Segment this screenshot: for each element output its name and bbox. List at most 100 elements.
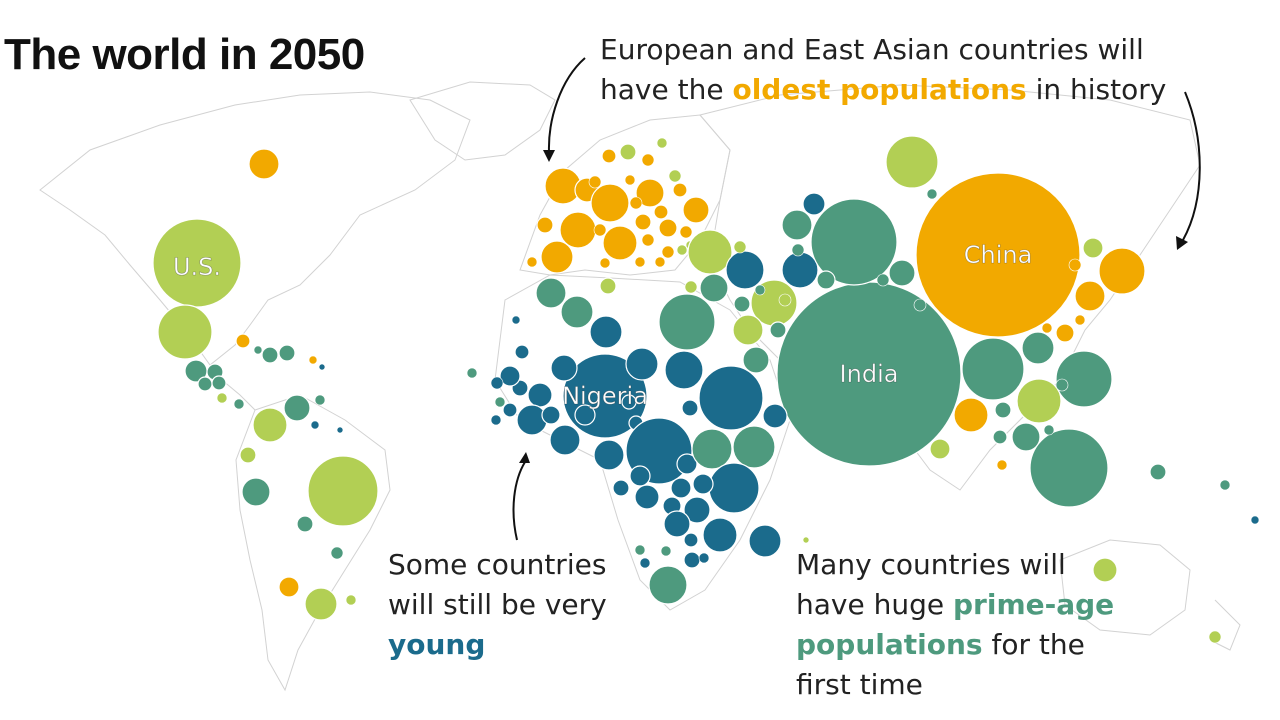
country-bubble bbox=[1055, 378, 1069, 392]
country-bubble bbox=[599, 257, 611, 269]
country-bubbles bbox=[152, 135, 1260, 644]
country-bubble bbox=[732, 314, 764, 346]
highlight-populations: populations bbox=[796, 628, 983, 661]
country-bubble bbox=[152, 218, 242, 308]
country-bubble bbox=[683, 532, 699, 548]
country-bubble bbox=[692, 473, 714, 495]
country-bubble bbox=[1068, 258, 1082, 272]
country-bubble bbox=[1016, 378, 1062, 424]
country-bubble bbox=[725, 250, 765, 290]
country-bubble bbox=[345, 594, 357, 606]
country-bubble bbox=[318, 363, 326, 371]
country-bubble bbox=[239, 446, 257, 464]
country-bubble bbox=[296, 515, 314, 533]
country-bubble bbox=[593, 439, 625, 471]
country-bubble bbox=[1021, 331, 1055, 365]
country-bubble bbox=[540, 240, 574, 274]
country-bubble bbox=[681, 399, 699, 417]
country-bubble bbox=[535, 277, 567, 309]
country-bubble bbox=[574, 404, 596, 426]
country-bubble bbox=[248, 148, 280, 180]
highlight-young: young bbox=[388, 628, 486, 661]
country-bubble bbox=[670, 477, 692, 499]
country-bubble bbox=[499, 365, 521, 387]
country-bubble bbox=[802, 536, 810, 544]
arrow-head-africa bbox=[519, 452, 530, 463]
country-bubble bbox=[888, 259, 916, 287]
label-india: India bbox=[840, 360, 899, 388]
country-bubble bbox=[602, 225, 638, 261]
country-bubble bbox=[549, 424, 581, 456]
country-bubble bbox=[802, 192, 826, 216]
country-bubble bbox=[1250, 515, 1260, 525]
country-bubble bbox=[992, 429, 1008, 445]
country-bubble bbox=[593, 223, 607, 237]
country-bubble bbox=[601, 148, 617, 164]
country-bubble bbox=[278, 344, 296, 362]
south-america-outline bbox=[235, 394, 391, 692]
country-bubble bbox=[541, 405, 561, 425]
country-bubble bbox=[682, 196, 710, 224]
arrow-head-europe bbox=[543, 150, 555, 162]
country-bubble bbox=[536, 216, 554, 234]
country-bubble bbox=[634, 544, 646, 556]
country-bubble bbox=[527, 382, 553, 408]
country-bubble bbox=[661, 245, 675, 259]
country-bubble bbox=[490, 414, 502, 426]
country-bubble bbox=[702, 517, 738, 553]
country-bubble bbox=[676, 244, 688, 256]
country-bubble bbox=[211, 375, 227, 391]
country-bubble bbox=[502, 402, 518, 418]
country-bubble bbox=[629, 465, 651, 487]
annotation-young-line1: Some countries bbox=[388, 548, 607, 581]
country-bubble bbox=[742, 346, 770, 374]
country-bubble bbox=[732, 425, 776, 469]
annotation-young: Some countries will still be very young bbox=[388, 545, 648, 665]
arrow-to-east-asia bbox=[1182, 91, 1201, 241]
annotation-oldest-pre: have the bbox=[600, 73, 733, 106]
country-bubble bbox=[625, 347, 659, 381]
country-bubble bbox=[634, 484, 660, 510]
country-bubble bbox=[634, 213, 652, 231]
continent-outlines bbox=[39, 81, 1241, 692]
country-bubble bbox=[769, 321, 787, 339]
country-bubble bbox=[314, 394, 326, 406]
country-bubble bbox=[961, 337, 1025, 401]
country-bubble bbox=[953, 397, 989, 433]
annotation-oldest: European and East Asian countries will h… bbox=[600, 30, 1200, 110]
annotation-arrows bbox=[512, 57, 1201, 541]
country-bubble bbox=[197, 376, 213, 392]
country-bubble bbox=[216, 392, 228, 404]
country-bubble bbox=[619, 143, 637, 161]
country-bubble bbox=[648, 565, 688, 605]
country-bubble bbox=[816, 270, 836, 290]
country-bubble bbox=[624, 174, 636, 186]
country-bubble bbox=[621, 394, 637, 410]
country-bubble bbox=[996, 459, 1008, 471]
country-bubble bbox=[307, 455, 379, 527]
country-bubble bbox=[1055, 350, 1113, 408]
country-bubble bbox=[733, 240, 747, 254]
country-bubble bbox=[699, 273, 729, 303]
country-bubble bbox=[876, 273, 890, 287]
country-bubble bbox=[252, 407, 288, 443]
country-bubble bbox=[304, 587, 338, 621]
country-bubble bbox=[684, 280, 698, 294]
arrow-to-europe bbox=[547, 57, 586, 153]
label-nigeria: Nigeria bbox=[562, 382, 648, 410]
country-bubble bbox=[1149, 463, 1167, 481]
country-bubble bbox=[1055, 323, 1075, 343]
annotation-prime-age: Many countries will have huge prime-age … bbox=[796, 545, 1136, 705]
annotation-prime-post: for the bbox=[982, 628, 1085, 661]
country-bubble bbox=[754, 284, 766, 296]
country-bubble bbox=[778, 293, 792, 307]
country-bubble bbox=[676, 453, 698, 475]
arrow-head-east-asia bbox=[1176, 236, 1188, 250]
asia-outline bbox=[699, 84, 1201, 491]
country-bubble bbox=[915, 172, 1081, 338]
country-bubble bbox=[1074, 314, 1086, 326]
country-bubble bbox=[559, 211, 597, 249]
annotation-prime-pre: have huge bbox=[796, 588, 953, 621]
country-labels: U.S. Nigeria India China bbox=[173, 241, 1033, 411]
